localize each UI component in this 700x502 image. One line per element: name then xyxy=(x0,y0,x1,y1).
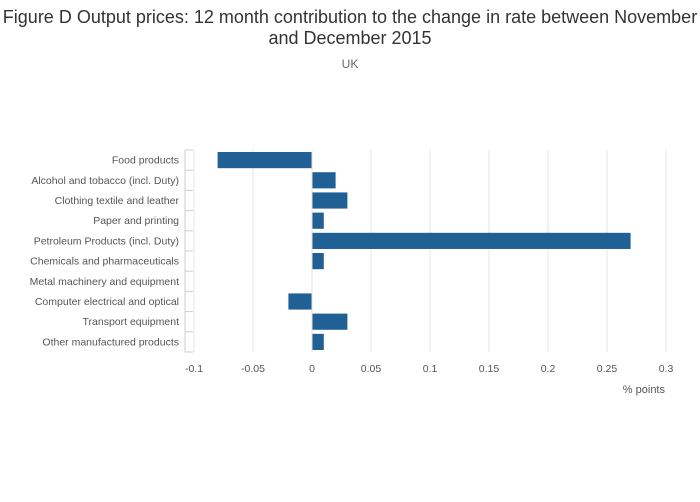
bar-other-manufactured-products[interactable] xyxy=(312,333,324,350)
y-tick-label: Food products xyxy=(112,155,179,167)
y-tick-label: Computer electrical and optical xyxy=(35,296,179,308)
bar-computer-electrical-and-optical[interactable] xyxy=(288,293,312,310)
x-tick-label: 0 xyxy=(309,363,315,375)
x-tick-label: 0.2 xyxy=(541,363,556,375)
grid-lines xyxy=(193,150,667,352)
bar-petroleum-products-incl-duty[interactable] xyxy=(312,232,631,249)
bar-chemicals-and-pharmaceuticals[interactable] xyxy=(312,253,324,270)
y-tick-label: Petroleum Products (incl. Duty) xyxy=(34,235,179,247)
y-tick-label: Metal machinery and equipment xyxy=(30,276,179,288)
x-tick-label: 0.15 xyxy=(479,363,500,375)
y-tick-label: Paper and printing xyxy=(93,215,179,227)
bar-alcohol-and-tobacco-incl-duty[interactable] xyxy=(312,172,336,189)
chart-subtitle: UK xyxy=(341,57,359,71)
x-tick-label: -0.1 xyxy=(185,363,203,375)
x-tick-label: -0.05 xyxy=(241,363,265,375)
bar-paper-and-printing[interactable] xyxy=(312,212,324,229)
y-tick-label: Other manufactured products xyxy=(42,336,179,348)
x-tick-label: 0.3 xyxy=(659,363,674,375)
bar-clothing-textile-and-leather[interactable] xyxy=(312,192,348,209)
bar-transport-equipment[interactable] xyxy=(312,313,348,330)
y-tick-label: Chemicals and pharmaceuticals xyxy=(30,256,179,268)
bar-food-products[interactable] xyxy=(217,152,312,169)
x-tick-label: 0.05 xyxy=(361,363,382,375)
chart-title: Figure D Output prices: 12 month contrib… xyxy=(2,7,698,48)
y-axis: Food products Alcohol and tobacco (incl. … xyxy=(30,149,313,353)
bars xyxy=(217,152,631,350)
y-tick-label: Transport equipment xyxy=(83,316,180,328)
x-tick-label: 0.1 xyxy=(423,363,438,375)
x-axis-title: % points xyxy=(623,384,666,396)
y-tick-label: Clothing textile and leather xyxy=(55,195,180,207)
x-axis: -0.1 -0.05 0 0.05 0.1 0.15 0.2 0.25 0.3 xyxy=(185,363,673,375)
y-tick-label: Alcohol and tobacco (incl. Duty) xyxy=(31,175,179,187)
x-tick-label: 0.25 xyxy=(597,363,618,375)
